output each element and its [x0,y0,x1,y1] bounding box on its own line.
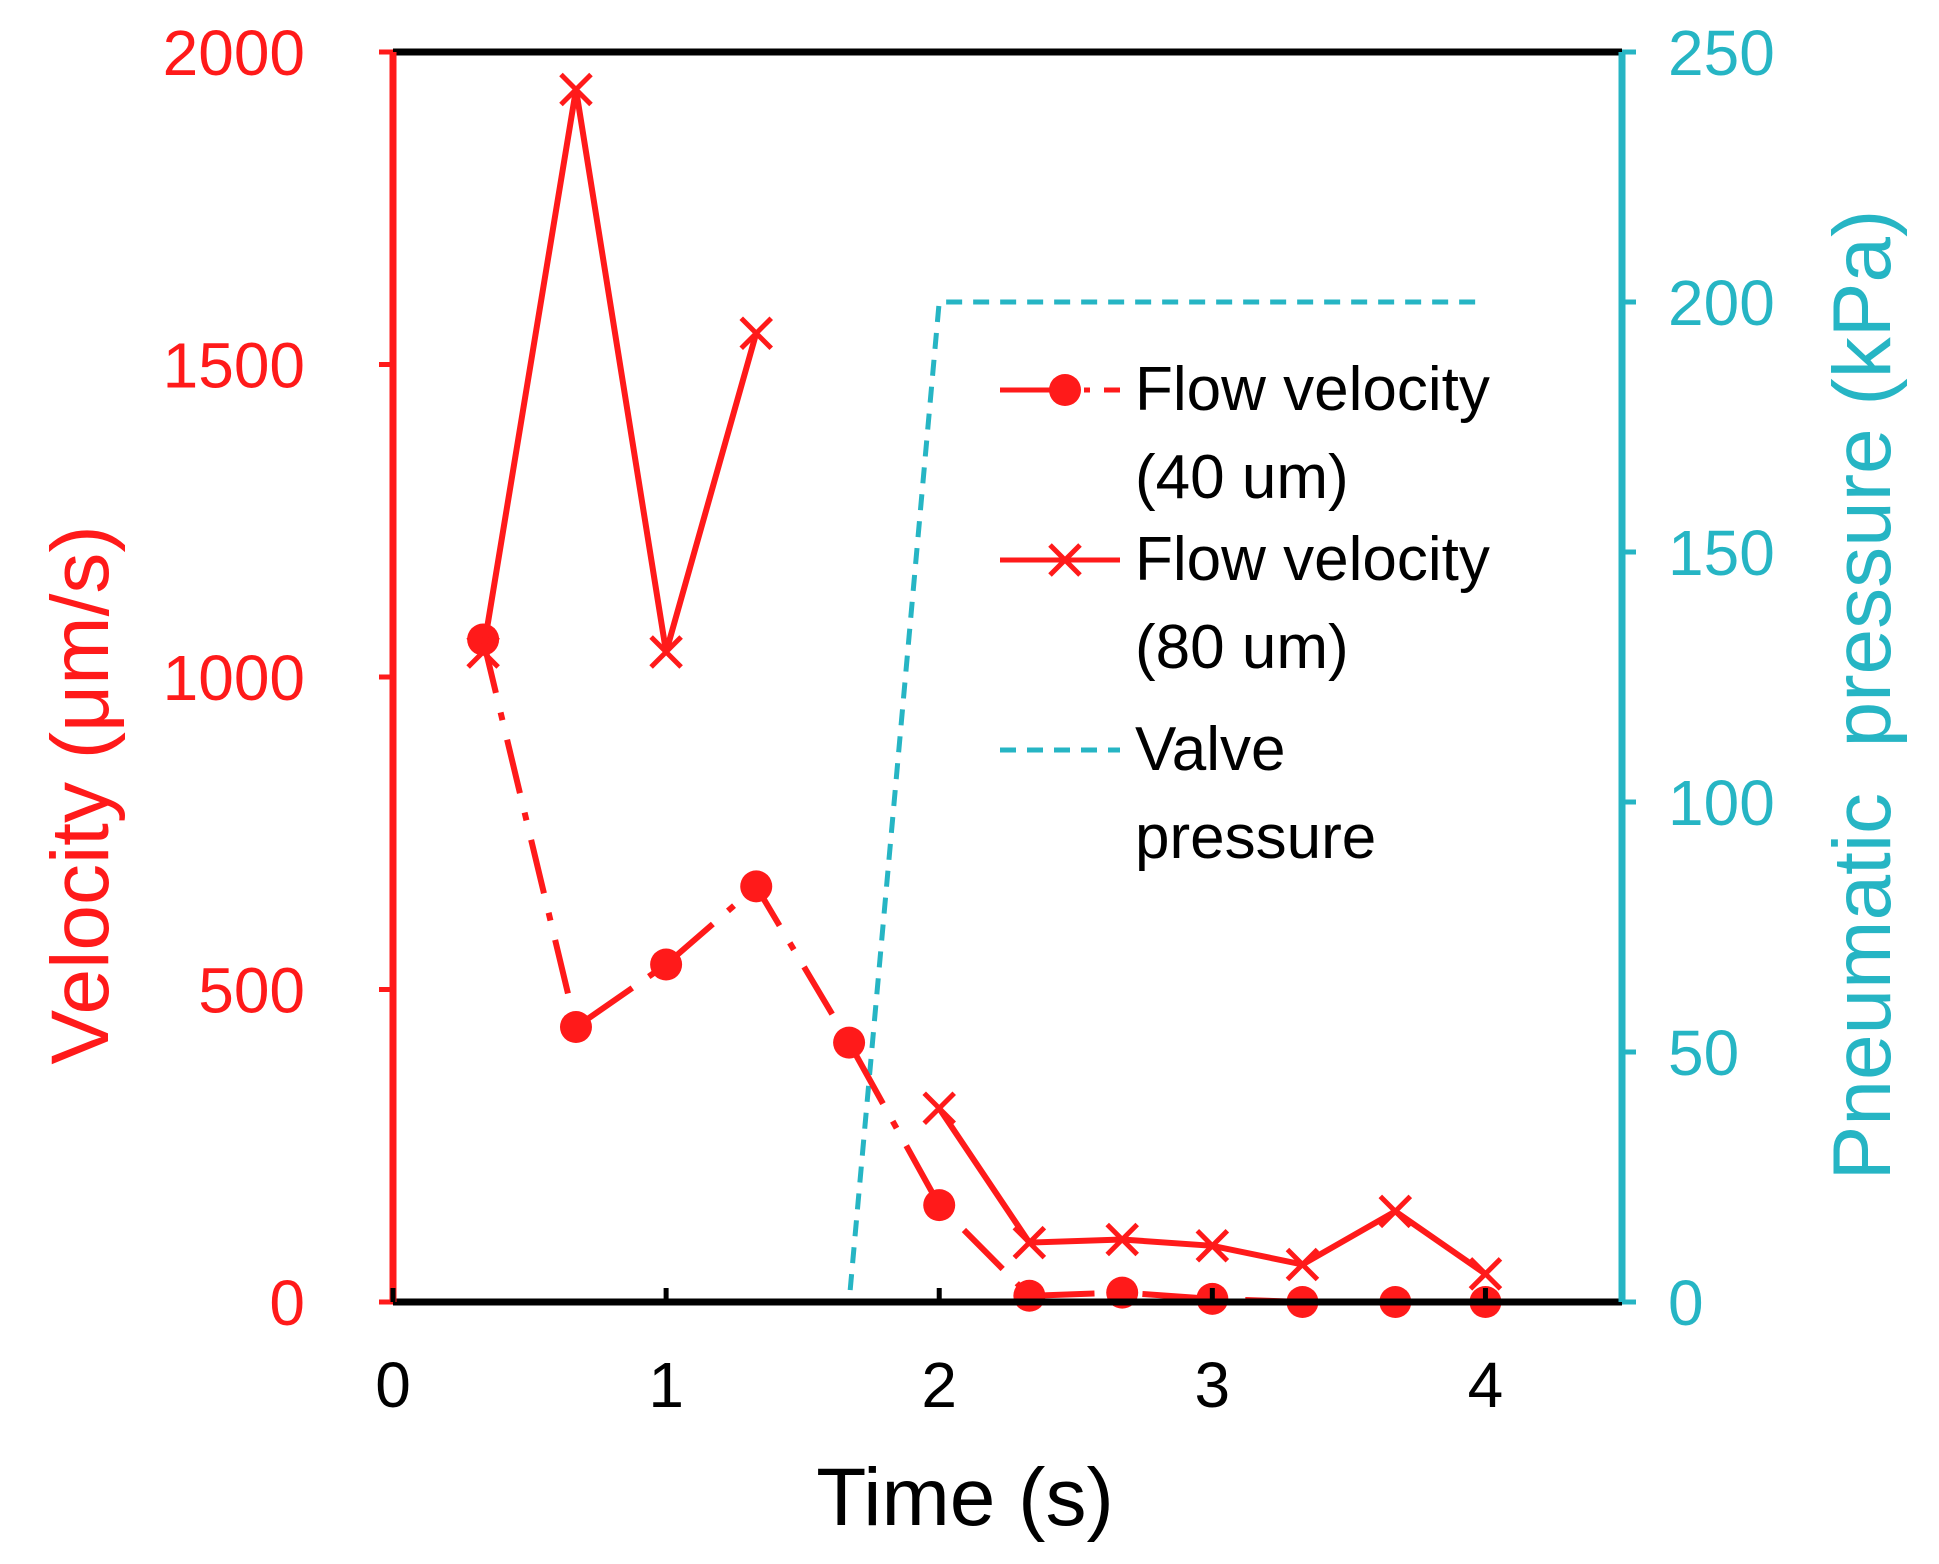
y2-tick-label: 250 [1668,17,1775,89]
data-point-x [559,72,593,107]
data-point-circle [923,1189,956,1222]
data-point-x [1012,1225,1047,1260]
y2-axis-title: Pneumatic pressure (kPa) [1817,210,1908,1181]
y2-tick-label: 150 [1668,517,1775,589]
series-valve-pressure [483,299,1486,1305]
x-tick-label: 2 [921,1349,957,1421]
series-line [480,638,1486,1305]
series-flow-velocity-40-um- [467,623,1502,1318]
series-flow-velocity-80-um- [466,72,1503,1291]
data-point-circle [740,870,773,903]
data-point-x [1468,1257,1503,1291]
x-tick-label: 4 [1468,1349,1504,1421]
data-point-circle [833,1026,866,1059]
y-tick-label: 1500 [163,330,305,402]
legend-item: Flow velocity (80 um) [1000,525,1490,682]
x-tick-label: 0 [375,1349,411,1421]
data-point-circle [1013,1279,1046,1312]
data-point-x [739,316,774,351]
y2-tick-label: 0 [1668,1267,1704,1339]
plot-area [466,72,1503,1318]
y-tick-label: 500 [198,955,305,1027]
x-tick-label: 3 [1195,1349,1231,1421]
legend: Flow velocity (40 um) Flow velocity (80 um)… [1000,355,1490,872]
y-tick-label: 0 [269,1267,305,1339]
data-point-circle [650,948,683,981]
data-point-x [1285,1247,1320,1282]
x-tick-label: 1 [648,1349,684,1421]
legend-item: Flow velocity (40 um) [1000,355,1490,512]
data-point-x [649,635,683,669]
legend-label: pressure [1135,803,1376,872]
legend-label: (80 um) [1135,613,1349,682]
data-point-x [1105,1222,1139,1257]
y2-tick-label: 100 [1668,767,1775,839]
axes [389,48,1626,1306]
data-point-x [1378,1194,1413,1229]
legend-label: Flow velocity [1135,355,1490,424]
data-point-x [466,635,500,669]
y2-tick-label: 50 [1668,1017,1739,1089]
legend-label: (40 um) [1135,443,1349,512]
y2-tick-label: 200 [1668,267,1775,339]
ticks: 0 500 1000 1500 2000 0 50 100 150 200 250 0 1 2 3 4 [163,17,1775,1421]
series-line [483,299,1486,1305]
series-line [480,89,760,653]
data-point-x [1048,543,1082,577]
y-axis-title: Velocity (μm/s) [35,525,126,1064]
data-point-x [922,1091,956,1126]
legend-label: Valve [1135,715,1286,784]
y-tick-label: 2000 [163,17,305,89]
data-point-circle [1049,374,1081,406]
legend-label: Flow velocity [1135,525,1490,594]
data-point-x [1195,1228,1230,1263]
x-axis-title: Time (s) [816,1452,1114,1543]
data-point-circle [559,1011,592,1043]
y-tick-label: 1000 [163,642,305,714]
legend-item: Valve pressure [1000,715,1376,872]
